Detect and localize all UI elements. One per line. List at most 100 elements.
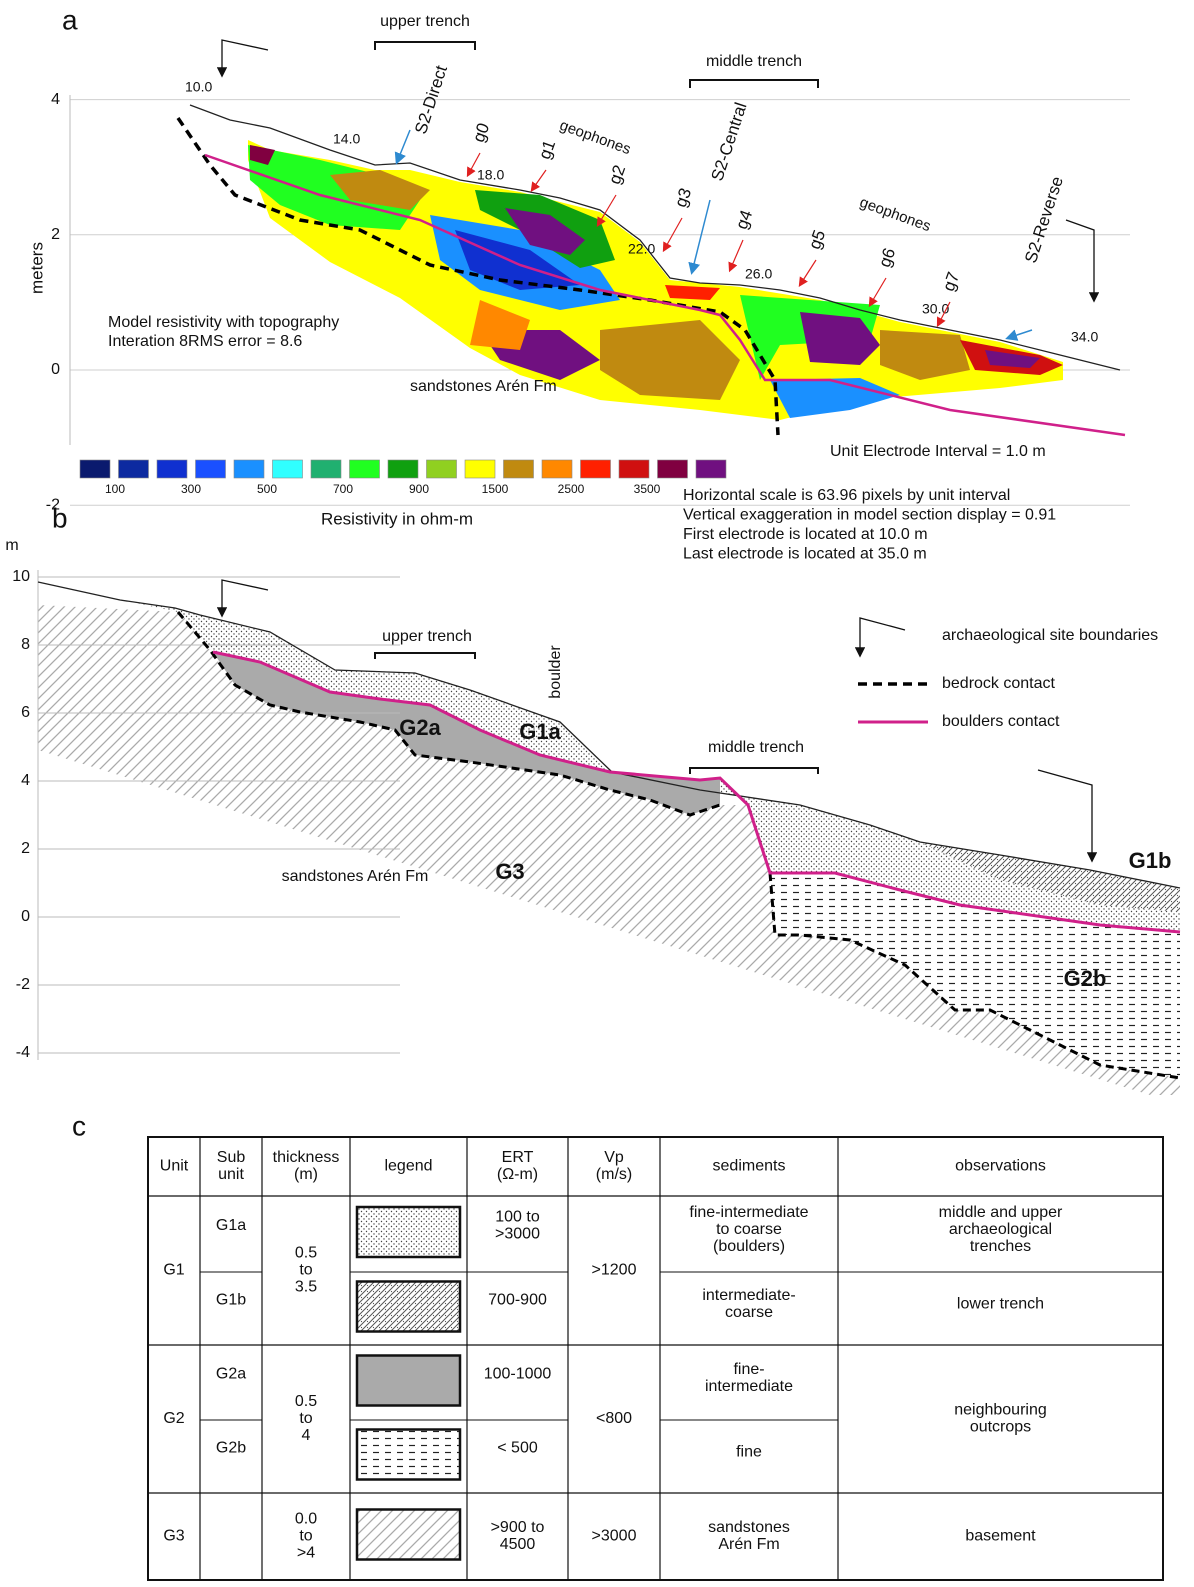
label: >3000: [495, 1226, 540, 1243]
label: intermediate-: [702, 1287, 795, 1304]
label: 500: [257, 482, 277, 496]
label: g0: [469, 121, 493, 145]
legend-swatch: [357, 1430, 460, 1480]
scale-swatch: [658, 460, 688, 478]
label: Unit Electrode Interval = 1.0 m: [830, 443, 1046, 460]
label: boulders contact: [942, 713, 1060, 730]
scale-swatch: [234, 460, 264, 478]
label: g6: [875, 246, 899, 270]
scale-swatch: [119, 460, 149, 478]
scale-swatch: [350, 460, 380, 478]
site-boundary: [222, 40, 268, 75]
label: G2b: [216, 1440, 246, 1457]
label: geophones: [557, 117, 633, 158]
label: 0: [21, 908, 30, 925]
label: G1b: [216, 1292, 246, 1309]
label: 4500: [500, 1536, 536, 1553]
label: middle trench: [706, 53, 802, 70]
legend-text: archaeological site boundaries: [942, 627, 1158, 644]
label: 900: [409, 482, 429, 496]
scale-swatch: [80, 460, 110, 478]
label: 1500: [482, 482, 509, 496]
scale-swatch: [619, 460, 649, 478]
label: 100: [105, 482, 125, 496]
label: 14.0: [333, 131, 360, 147]
label: 3.5: [295, 1279, 317, 1296]
label: g4: [732, 208, 756, 232]
label: 2500: [558, 482, 585, 496]
label: sandstones: [708, 1519, 790, 1536]
label: 100 to: [495, 1209, 540, 1226]
label: Model resistivity with topography: [108, 314, 339, 331]
label: Vp: [604, 1149, 624, 1166]
label: legend: [384, 1158, 432, 1175]
trench-bracket: [375, 653, 475, 659]
shot-arrow: [1008, 330, 1032, 338]
label: 700: [333, 482, 353, 496]
label: G1a: [216, 1217, 246, 1234]
geophone-arrow: [870, 278, 886, 305]
label: 0.5: [295, 1393, 317, 1410]
label: upper trench: [382, 628, 472, 645]
scale-swatch: [542, 460, 572, 478]
label: a: [62, 4, 78, 35]
label: Interation 8RMS error = 8.6: [108, 333, 302, 350]
label: 30.0: [922, 301, 949, 317]
label: archaeological: [949, 1221, 1052, 1238]
label: fine: [736, 1444, 762, 1461]
label: basement: [965, 1528, 1036, 1545]
label: to: [299, 1262, 312, 1279]
label: <800: [596, 1410, 632, 1427]
label: 2: [51, 226, 60, 243]
label: G2a: [399, 715, 441, 740]
label: (Ω-m): [497, 1166, 538, 1183]
label: -2: [16, 976, 30, 993]
label: (m): [294, 1166, 318, 1183]
label: 0.5: [295, 1245, 317, 1262]
label: c: [72, 1110, 86, 1141]
label: < 500: [497, 1440, 538, 1457]
label: sediments: [713, 1158, 786, 1175]
label: G1a: [519, 719, 561, 744]
label: 22.0: [628, 241, 655, 257]
label: G2: [163, 1410, 184, 1427]
label: 4: [51, 91, 60, 108]
scale-swatch: [388, 460, 418, 478]
label: sandstones Arén Fm: [282, 868, 429, 885]
label: 0: [51, 361, 60, 378]
label: -4: [16, 1044, 30, 1061]
label: to coarse: [716, 1221, 782, 1238]
label: 26.0: [745, 266, 772, 282]
site-boundary: [222, 580, 268, 615]
label: 700-900: [488, 1292, 547, 1309]
label: S2-Central: [707, 100, 750, 183]
label: G1b: [1129, 848, 1172, 873]
shot-arrow: [692, 200, 710, 272]
label: m: [5, 537, 18, 554]
label: g7: [939, 270, 963, 294]
label: 10.0: [185, 79, 212, 95]
scale-swatch: [696, 460, 726, 478]
label: coarse: [725, 1304, 773, 1321]
label: fine-: [733, 1361, 764, 1378]
label: G3: [163, 1528, 184, 1545]
label: Resistivity in ohm-m: [321, 509, 473, 528]
scale-swatch: [427, 460, 457, 478]
label: boulder: [547, 645, 564, 699]
label: G2b: [1064, 966, 1107, 991]
figure: a86420-2meters10.014.018.022.026.030.034…: [0, 0, 1194, 1587]
label: observations: [955, 1158, 1046, 1175]
legend-symbol: [860, 618, 905, 655]
label: First electrode is located at 10.0 m: [683, 526, 928, 543]
label: >4: [297, 1545, 315, 1562]
label: 0.0: [295, 1511, 317, 1528]
label: bedrock contact: [942, 675, 1056, 692]
label: Last electrode is located at 35.0 m: [683, 546, 927, 563]
label: meters: [27, 242, 46, 294]
geophone-arrow: [730, 240, 743, 270]
label: middle and upper: [939, 1204, 1063, 1221]
scale-swatch: [157, 460, 187, 478]
label: >1200: [592, 1262, 637, 1279]
label: thickness: [273, 1149, 340, 1166]
legend-swatch: [357, 1356, 460, 1406]
